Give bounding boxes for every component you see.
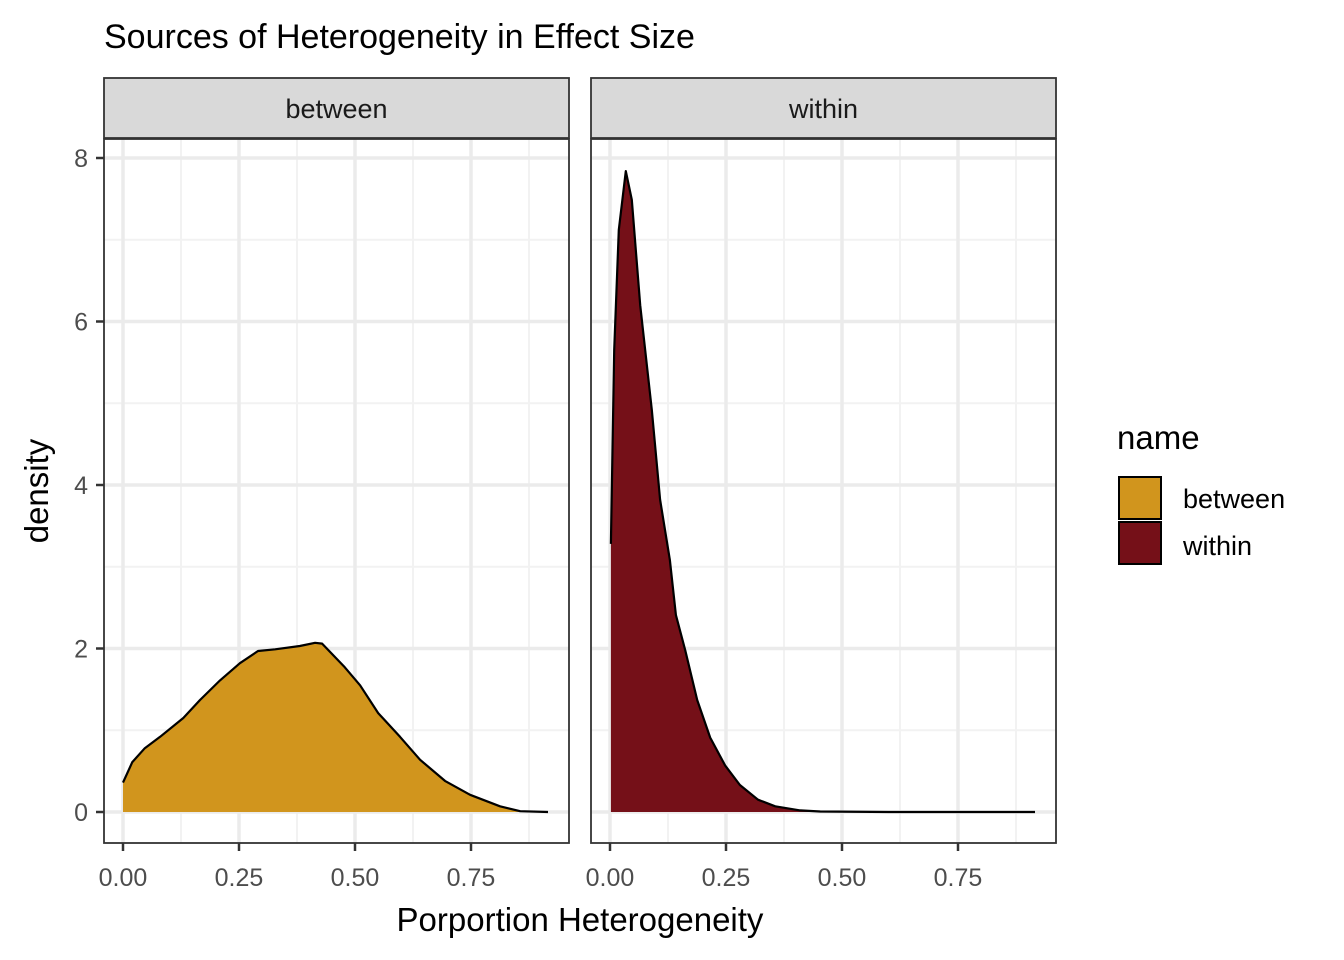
y-tick-label: 6 xyxy=(74,309,88,337)
y-tick-label: 0 xyxy=(74,799,88,827)
density-area-within xyxy=(610,171,1036,813)
legend-label-between: between xyxy=(1183,484,1285,514)
y-tick-label: 8 xyxy=(74,145,88,173)
y-axis-title: density xyxy=(18,438,55,543)
chart-title: Sources of Heterogeneity in Effect Size xyxy=(104,18,695,56)
facet-strip-label: within xyxy=(788,94,858,124)
x-tick-label: 0.00 xyxy=(99,864,148,892)
legend-label-within: within xyxy=(1182,531,1252,561)
legend-key-between xyxy=(1118,476,1162,520)
panel-border xyxy=(103,138,570,844)
facet-strip-label: between xyxy=(285,94,387,124)
facet-strip xyxy=(103,77,570,139)
facet-panel-within: within 0.00 0.25 0.50 0.75 xyxy=(586,77,1057,892)
facet-strip xyxy=(590,77,1057,139)
y-tick-label: 2 xyxy=(74,636,88,664)
legend-title: name xyxy=(1117,419,1200,456)
legend-key-within xyxy=(1118,521,1162,565)
x-tick-label: 0.50 xyxy=(818,864,867,892)
x-tick-label: 0.00 xyxy=(586,864,635,892)
x-tick-label: 0.50 xyxy=(331,864,380,892)
panel-border xyxy=(590,138,1057,844)
density-line-within xyxy=(609,170,1035,814)
x-tick-label: 0.25 xyxy=(215,864,264,892)
density-area-between xyxy=(123,642,549,812)
facet-panel-between: between 0.00 0.25 0.50 0.75 xyxy=(99,77,570,892)
y-tick-label: 4 xyxy=(74,472,88,500)
x-tick-label: 0.25 xyxy=(702,864,751,892)
x-axis-title: Porportion Heterogeneity xyxy=(397,901,764,938)
x-tick-label: 0.75 xyxy=(447,864,496,892)
x-tick-label: 0.75 xyxy=(934,864,983,892)
legend: name between within xyxy=(1117,419,1285,565)
density-line-between xyxy=(121,641,549,814)
